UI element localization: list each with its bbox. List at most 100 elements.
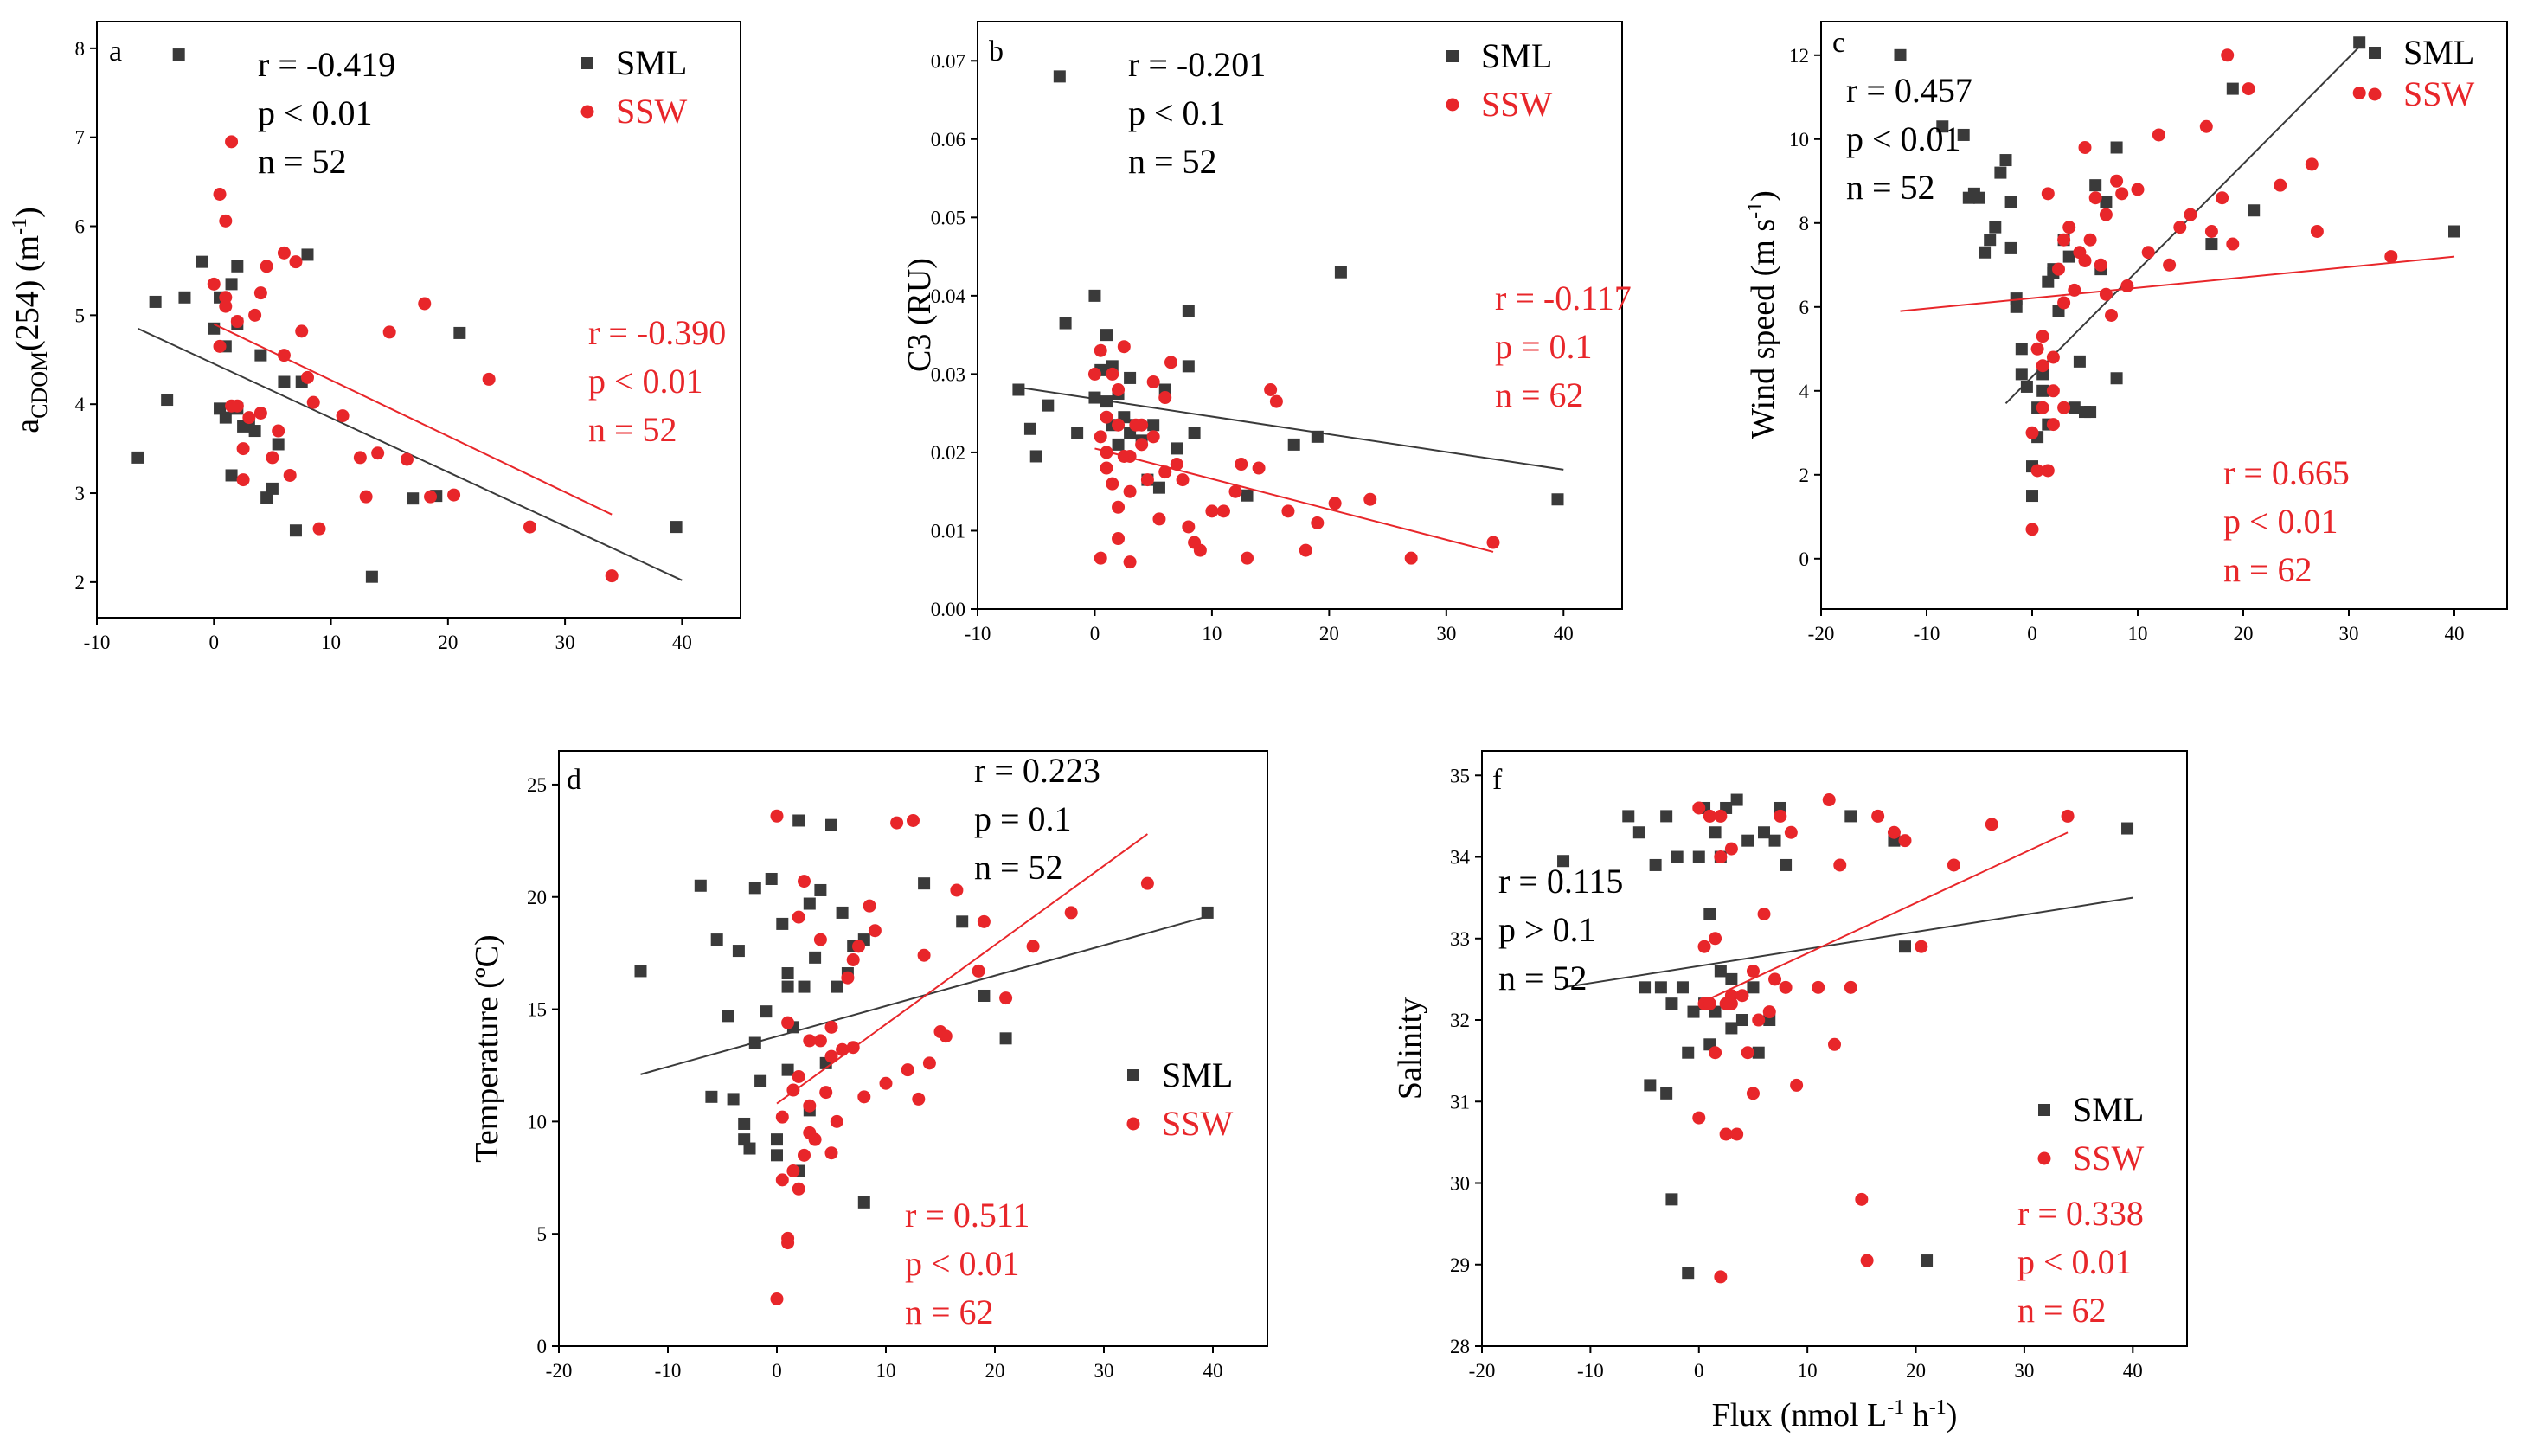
data-point bbox=[727, 1093, 740, 1106]
panel-b: -10 0 10 20 30 40 0.00 0.01 0.02 0.03 0.04 0.05 0.06… bbox=[901, 21, 1632, 645]
x-tick-label: 10 bbox=[2128, 623, 2148, 645]
legend-label: SSW bbox=[2403, 74, 2474, 113]
data-point bbox=[1363, 492, 1377, 506]
data-point bbox=[236, 473, 250, 487]
legend-marker bbox=[581, 57, 593, 69]
data-point bbox=[1188, 427, 1201, 439]
data-point bbox=[2041, 187, 2055, 201]
data-point bbox=[1158, 465, 1172, 479]
data-point bbox=[1649, 858, 1662, 871]
data-point bbox=[2052, 262, 2065, 276]
y-tick-label: 0.00 bbox=[931, 599, 965, 620]
data-point bbox=[359, 490, 373, 504]
data-point bbox=[1205, 504, 1219, 518]
data-point bbox=[2310, 225, 2324, 238]
x-tick-label: 0 bbox=[772, 1360, 782, 1382]
data-point bbox=[754, 1074, 767, 1087]
data-point bbox=[1768, 834, 1781, 847]
data-point bbox=[2041, 464, 2055, 478]
data-point bbox=[852, 940, 865, 953]
data-point bbox=[1135, 418, 1149, 432]
fit-line bbox=[1094, 447, 1494, 553]
data-point bbox=[453, 326, 466, 339]
data-point bbox=[2110, 372, 2123, 385]
data-point bbox=[1719, 1127, 1733, 1141]
x-tick-label: -20 bbox=[1808, 623, 1835, 645]
stat-ssw: p < 0.01 bbox=[905, 1244, 1020, 1283]
data-point bbox=[1123, 449, 1137, 463]
data-point bbox=[1264, 383, 1278, 397]
data-point bbox=[2046, 350, 2060, 364]
x-tick-label: 40 bbox=[2123, 1360, 2143, 1382]
data-point bbox=[1100, 329, 1113, 342]
data-point bbox=[2141, 246, 2155, 260]
data-point bbox=[295, 324, 309, 338]
x-tick-label: -10 bbox=[1577, 1360, 1604, 1382]
data-point bbox=[2046, 384, 2060, 398]
data-point bbox=[770, 1292, 784, 1305]
data-point bbox=[1741, 834, 1754, 847]
fit-line bbox=[1018, 386, 1564, 471]
x-tick-label: 20 bbox=[985, 1360, 1005, 1382]
y-axis-title: Wind speed (m s-1) bbox=[1744, 190, 1781, 439]
data-point bbox=[1042, 399, 1055, 412]
stat-sml: p > 0.1 bbox=[1498, 910, 1596, 949]
data-point bbox=[1164, 356, 1177, 369]
data-point bbox=[1100, 461, 1113, 475]
data-point bbox=[857, 1196, 870, 1209]
data-point bbox=[1287, 438, 1300, 451]
stat-ssw: n = 62 bbox=[2223, 550, 2312, 589]
data-point bbox=[2152, 128, 2165, 142]
data-point bbox=[2083, 233, 2097, 247]
data-point bbox=[781, 1063, 794, 1076]
y-tick-label: 6 bbox=[75, 216, 86, 238]
data-point bbox=[1784, 825, 1798, 839]
data-point bbox=[999, 991, 1013, 1005]
x-tick-label: 20 bbox=[438, 632, 458, 653]
data-point bbox=[1140, 473, 1154, 487]
stat-sml: n = 52 bbox=[1846, 168, 1935, 207]
x-tick-label: -20 bbox=[546, 1360, 573, 1382]
data-point bbox=[407, 492, 420, 505]
data-point bbox=[836, 906, 849, 919]
x-tick-label: 40 bbox=[672, 632, 692, 653]
data-point bbox=[770, 809, 784, 823]
y-axis-title: aCDOM(254) (m-1) bbox=[9, 207, 52, 433]
data-point bbox=[1639, 981, 1652, 994]
y-tick-label: 0.01 bbox=[931, 520, 965, 542]
data-point bbox=[260, 260, 273, 273]
data-point bbox=[830, 1114, 843, 1128]
panel-label: a bbox=[109, 35, 122, 67]
y-tick-label: 0.02 bbox=[931, 442, 965, 464]
data-point bbox=[2248, 204, 2261, 217]
x-tick-label: 0 bbox=[1090, 623, 1100, 645]
series-sml bbox=[634, 814, 1214, 1209]
data-point bbox=[814, 883, 827, 896]
data-point bbox=[1094, 551, 1107, 565]
data-point bbox=[1747, 981, 1760, 994]
data-point bbox=[1100, 410, 1113, 424]
stat-ssw: p < 0.01 bbox=[588, 362, 703, 401]
data-point bbox=[2026, 490, 2038, 503]
stat-ssw: n = 52 bbox=[588, 410, 677, 449]
data-point bbox=[1989, 221, 2002, 234]
data-point bbox=[836, 1042, 850, 1056]
legend-label: SSW bbox=[1481, 85, 1552, 124]
y-tick-label: 0 bbox=[1799, 548, 1810, 570]
data-point bbox=[1622, 810, 1635, 823]
x-tick-label: 30 bbox=[2014, 1360, 2034, 1382]
data-point bbox=[1053, 70, 1066, 83]
data-point bbox=[231, 260, 244, 273]
data-point bbox=[1725, 1022, 1738, 1035]
data-point bbox=[2205, 238, 2218, 251]
data-point bbox=[207, 277, 221, 291]
data-point bbox=[219, 214, 233, 228]
data-point bbox=[1404, 551, 1418, 565]
stat-sml: n = 52 bbox=[1498, 959, 1588, 997]
data-point bbox=[1123, 484, 1137, 498]
data-point bbox=[771, 1149, 783, 1162]
data-point bbox=[775, 1173, 789, 1187]
data-point bbox=[2088, 191, 2102, 205]
data-point bbox=[2089, 179, 2102, 192]
data-point bbox=[781, 967, 794, 980]
